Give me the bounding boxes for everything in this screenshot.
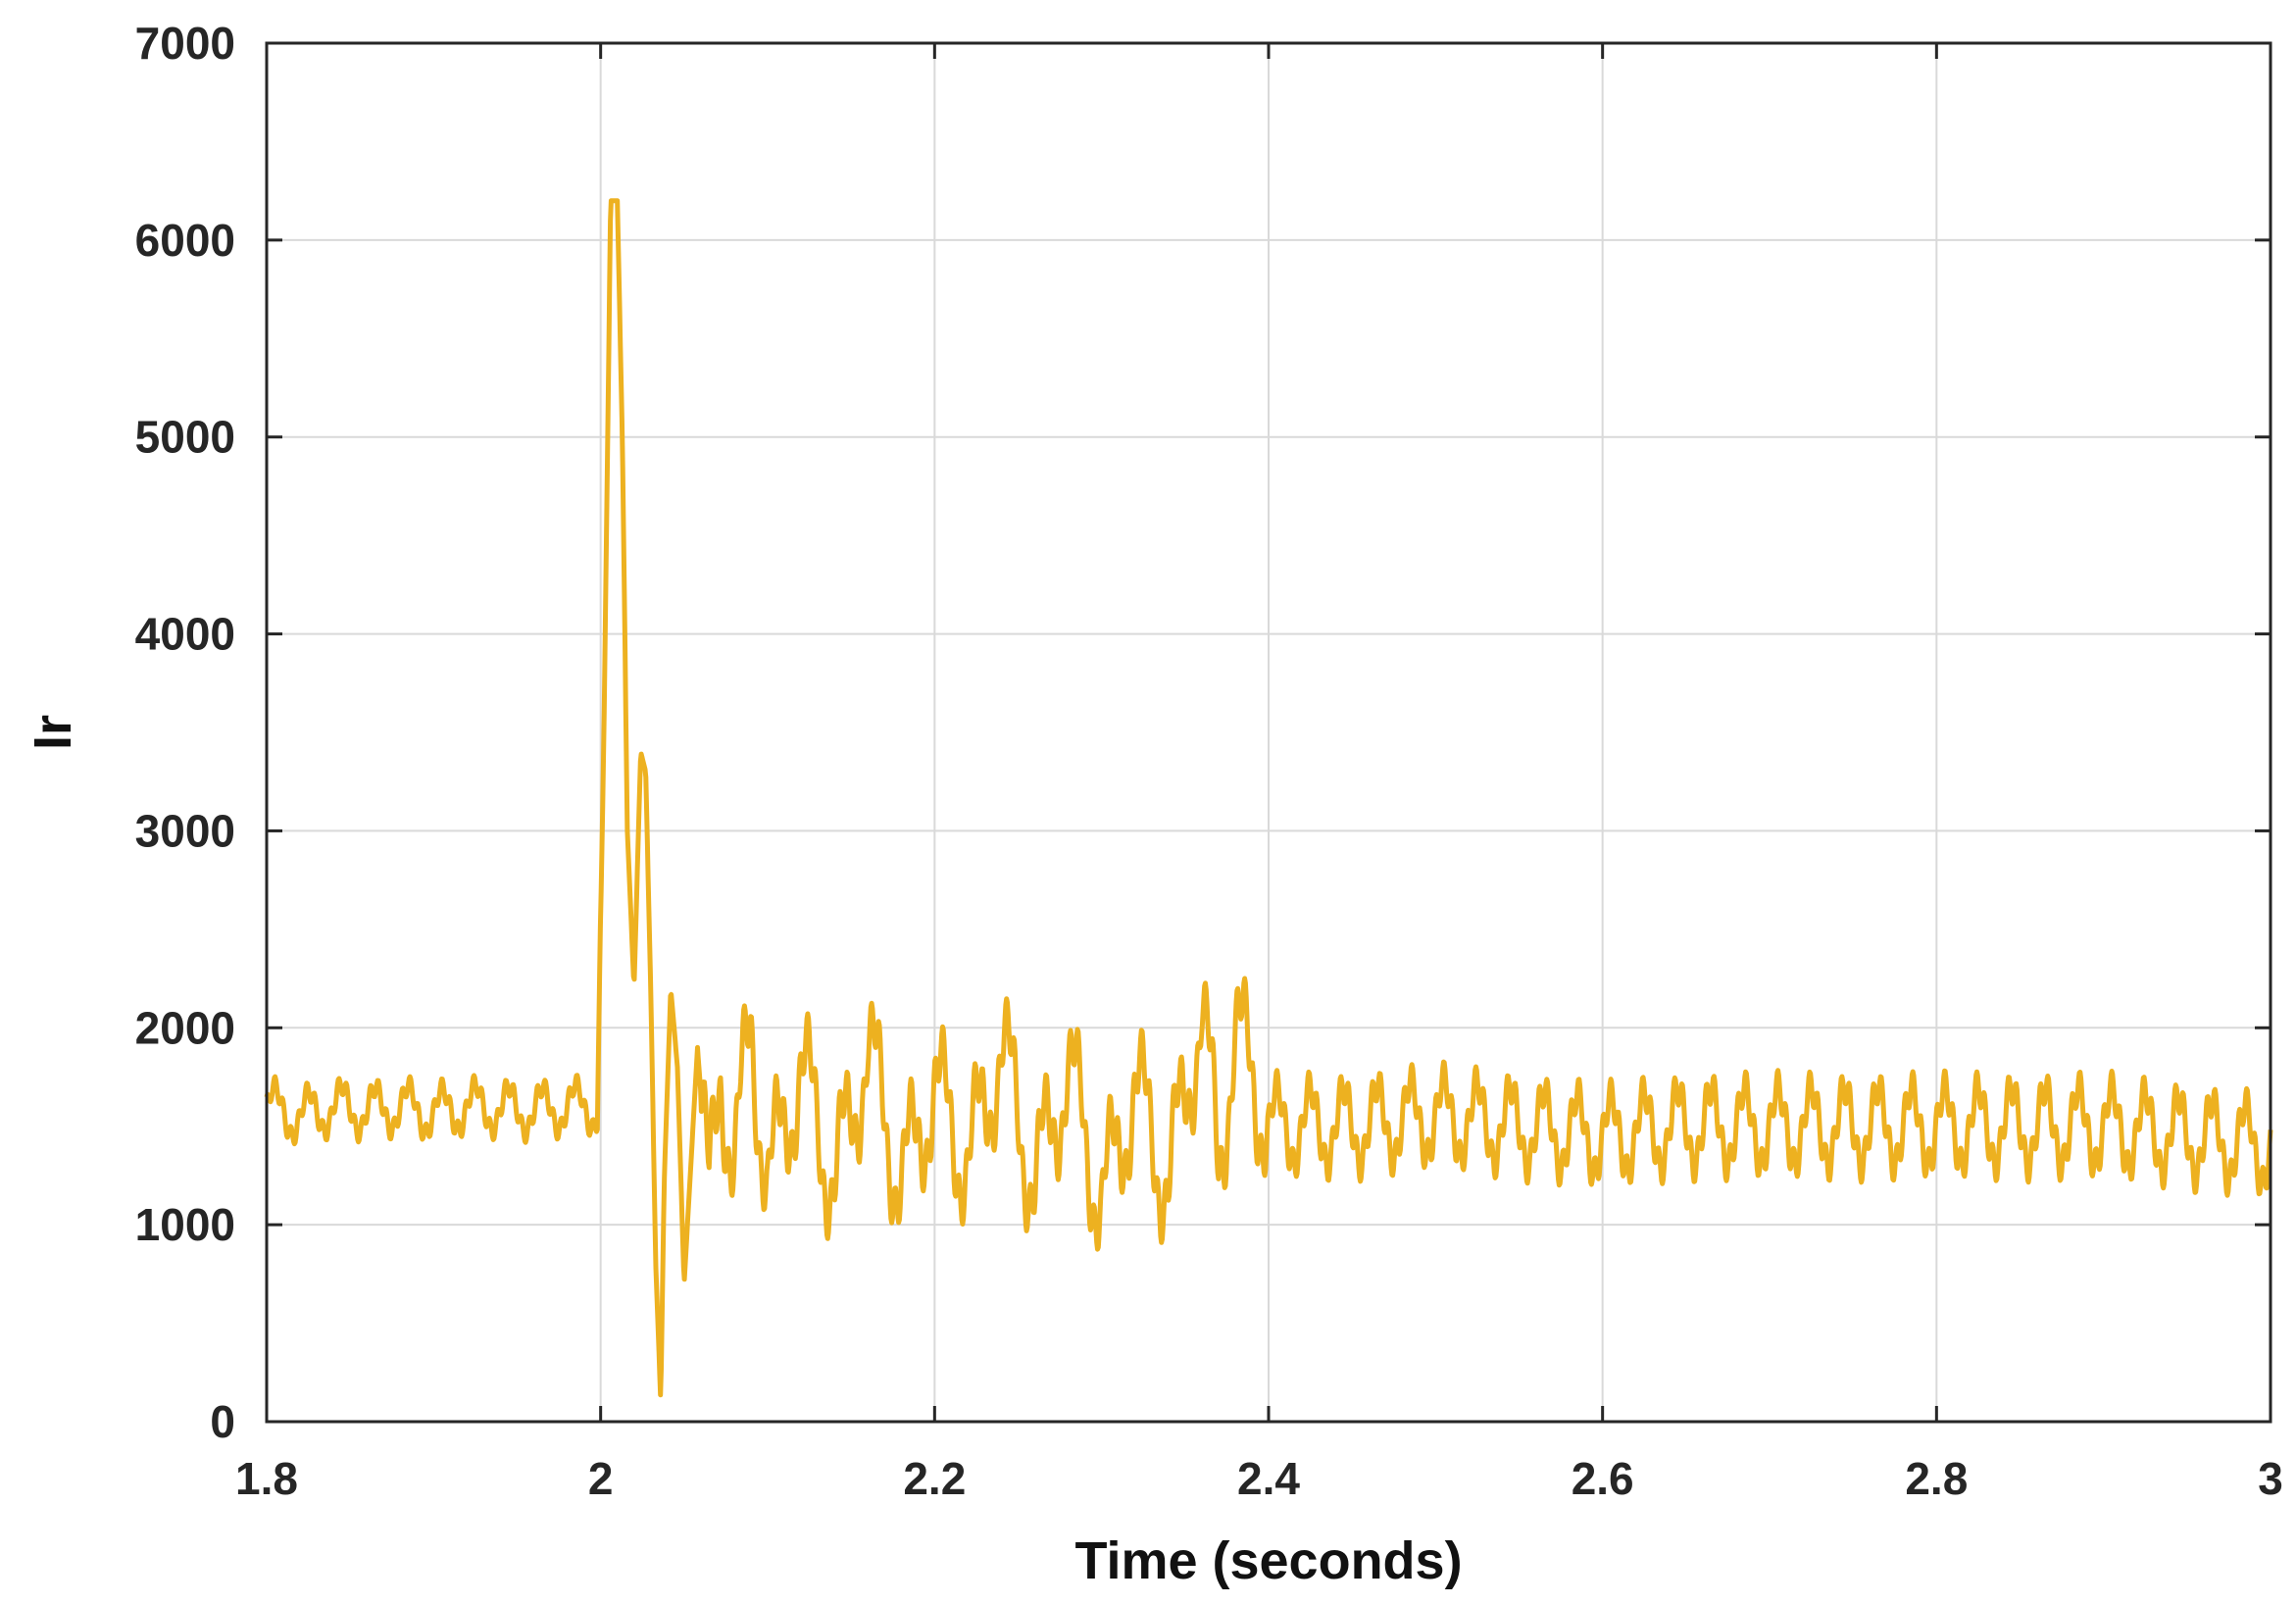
y-tick-label: 5000 (135, 412, 235, 463)
x-tick-label: 3 (2258, 1453, 2283, 1504)
y-axis-title: Ir (24, 715, 82, 750)
tick-layer: 1.8 2 2.2 2.4 2.6 2.8 3 0 1000 2000 3000 4000 5000 60… (135, 18, 2283, 1504)
x-tick-label: 1.8 (235, 1453, 298, 1504)
y-tick-label: 7000 (135, 18, 235, 69)
x-tick-label: 2.2 (903, 1453, 966, 1504)
grid-layer (266, 42, 2271, 1423)
x-tick-label: 2.4 (1237, 1453, 1300, 1504)
y-tick-label: 2000 (135, 1002, 235, 1053)
y-tick-label: 3000 (135, 805, 235, 856)
x-axis-title: Time (seconds) (1074, 1531, 1462, 1590)
y-tick-label: 6000 (135, 215, 235, 266)
series-line (264, 198, 2273, 1398)
y-tick-label: 0 (210, 1396, 235, 1447)
x-tick-label: 2 (588, 1453, 614, 1504)
x-tick-label: 2.8 (1905, 1453, 1968, 1504)
x-tick-label: 2.6 (1572, 1453, 1634, 1504)
y-tick-label: 1000 (135, 1199, 235, 1250)
plot-area (264, 198, 2273, 1398)
y-tick-label: 4000 (135, 609, 235, 660)
